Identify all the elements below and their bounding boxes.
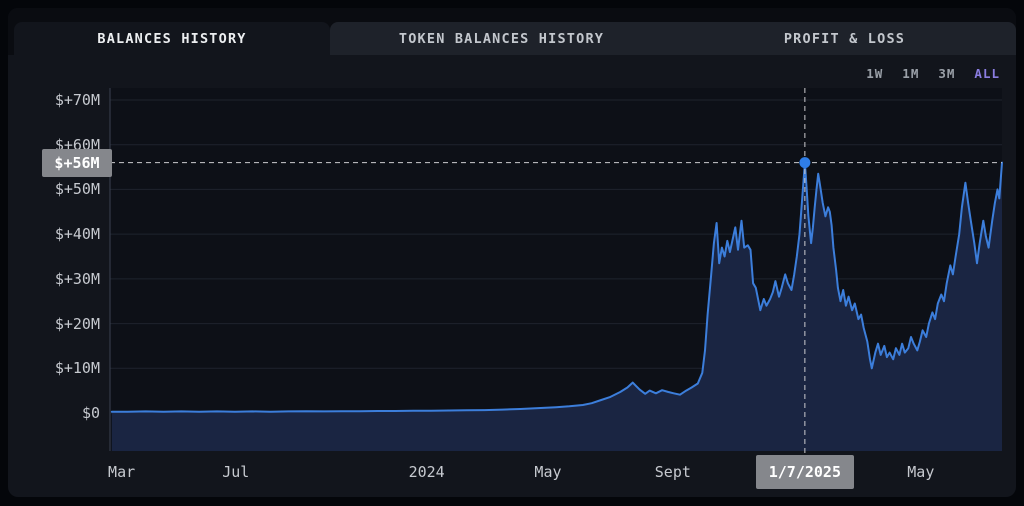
balances-panel: BALANCES HISTORY TOKEN BALANCES HISTORY …: [8, 8, 1016, 497]
balance-line: [110, 161, 1003, 413]
y-axis-label: $+50M: [54, 180, 100, 199]
crosshair-date-tooltip: 1/7/2025: [755, 455, 854, 489]
chart-plot-area[interactable]: [8, 8, 1016, 497]
inactive-tabs-strip: TOKEN BALANCES HISTORY PROFIT & LOSS: [330, 22, 1016, 55]
crosshair-value-tooltip: $+56M: [42, 148, 112, 177]
x-axis-label: Mar: [108, 463, 136, 481]
y-axis-label: $+20M: [54, 314, 100, 333]
y-axis-label: $+40M: [54, 225, 100, 244]
x-axis-label: May: [907, 463, 935, 481]
tab-token-balances-history[interactable]: TOKEN BALANCES HISTORY: [398, 30, 605, 47]
range-selector: 1W 1M 3M ALL: [866, 66, 1000, 81]
range-1m-button[interactable]: 1M: [902, 66, 920, 81]
crosshair-marker-dot: [799, 157, 811, 169]
y-axis-label: $+30M: [54, 269, 100, 288]
x-axis-label: 2024: [408, 463, 445, 481]
tab-balances-history[interactable]: BALANCES HISTORY: [14, 22, 330, 55]
range-3m-button[interactable]: 3M: [938, 66, 956, 81]
x-axis-label: Jul: [222, 463, 250, 481]
tab-profit-and-loss[interactable]: PROFIT & LOSS: [783, 30, 906, 47]
y-axis-label: $+10M: [54, 359, 100, 378]
tab-bar: BALANCES HISTORY TOKEN BALANCES HISTORY …: [8, 8, 1016, 55]
x-axis-label: May: [534, 463, 562, 481]
x-axis-label: Sept: [654, 463, 691, 481]
y-axis-label: $+70M: [54, 91, 100, 109]
range-all-button[interactable]: ALL: [974, 66, 1000, 81]
range-1w-button[interactable]: 1W: [866, 66, 884, 81]
balance-area-fill: [111, 162, 1003, 451]
y-axis-label: $0: [81, 404, 100, 422]
